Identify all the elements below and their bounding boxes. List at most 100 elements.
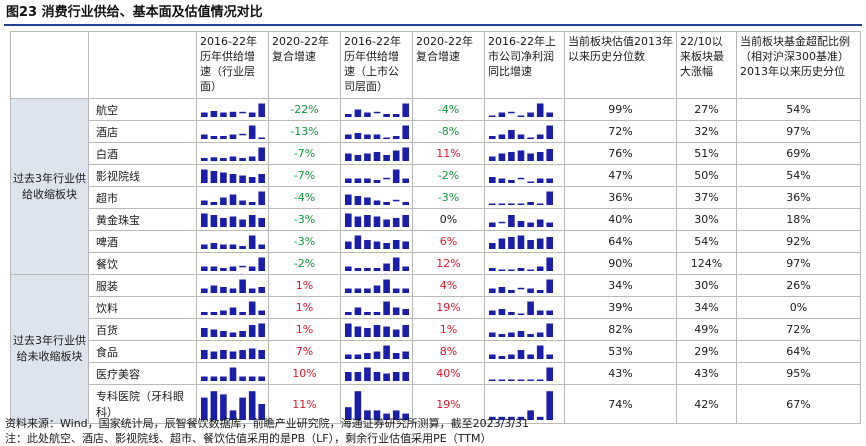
fund-percentile-value: 72% <box>736 318 861 341</box>
spark-bar <box>220 172 227 183</box>
spark-bar <box>392 329 400 337</box>
header-industry-cagr: 2020-22年复合增速 <box>268 31 341 99</box>
spark-bar <box>383 263 390 271</box>
spark-bar <box>229 351 237 359</box>
spark-bar <box>383 345 390 359</box>
spark-bar <box>210 285 218 293</box>
spark-bar <box>248 235 256 249</box>
spark-bar <box>498 153 506 161</box>
header-industry-growth: 2016-22年历年供给增速（行业层面） <box>196 31 269 99</box>
spark-bar <box>354 307 362 315</box>
industry-growth-sparkline-cell <box>196 252 269 275</box>
profit-growth-sparkline <box>489 391 553 420</box>
spark-bar <box>517 134 525 139</box>
sector-name: 饮料 <box>88 296 197 319</box>
profit-growth-sparkline-cell <box>484 340 565 363</box>
listed-growth-sparkline <box>345 301 409 315</box>
listed-growth-sparkline-cell <box>340 186 413 209</box>
spark-bar <box>364 215 371 227</box>
spark-bar <box>229 410 237 420</box>
spark-bar <box>498 269 506 271</box>
spark-bar <box>373 200 381 205</box>
industry-cagr-value: -4% <box>268 186 341 209</box>
fund-percentile-value: 95% <box>736 362 861 385</box>
spark-bar <box>392 218 400 227</box>
spark-bar <box>364 312 371 315</box>
spark-bar <box>239 350 246 359</box>
max-gain-value: 30% <box>676 208 737 231</box>
header-listed-growth: 2016-22年历年供给增速（上市公司层面） <box>340 31 413 99</box>
listed-cagr-value: -3% <box>412 186 485 209</box>
spark-bar <box>201 134 208 139</box>
profit-growth-sparkline <box>489 235 553 249</box>
spark-bar <box>345 354 352 359</box>
listed-cagr-value: -2% <box>412 164 485 187</box>
spark-bar <box>201 376 208 381</box>
spark-bar <box>489 416 496 420</box>
spark-bar <box>258 287 265 293</box>
listed-growth-sparkline <box>345 194 409 205</box>
max-gain-value: 34% <box>676 296 737 319</box>
spark-bar <box>364 367 371 381</box>
spark-bar <box>229 194 237 205</box>
listed-growth-sparkline-cell <box>340 296 413 319</box>
spark-bar <box>527 153 534 161</box>
industry-cagr-value: -7% <box>268 142 341 165</box>
fund-percentile-value: 18% <box>736 208 861 231</box>
spark-bar <box>248 288 256 293</box>
spark-bar <box>498 112 506 117</box>
comparison-table: 2016-22年历年供给增速（行业层面） 2020-22年复合增速 2016-2… <box>10 31 861 424</box>
spark-bar <box>201 158 208 161</box>
fund-percentile-value: 0% <box>736 296 861 319</box>
spark-bar <box>201 266 208 271</box>
spark-bar <box>527 410 534 420</box>
figure-title: 图23 消费行业供给、基本面及估值情况对比 <box>6 5 263 20</box>
spark-bar <box>345 372 352 381</box>
spark-bar <box>229 307 237 315</box>
spark-bar <box>498 334 506 337</box>
spark-bar <box>536 134 544 139</box>
industry-growth-sparkline-cell <box>196 318 269 341</box>
profit-growth-sparkline-cell <box>484 274 565 297</box>
header-row: 2016-22年历年供给增速（行业层面） 2020-22年复合增速 2016-2… <box>10 31 861 99</box>
spark-bar <box>546 279 553 293</box>
fund-percentile-value: 67% <box>736 384 861 424</box>
listed-cagr-value: 1% <box>412 318 485 341</box>
header-listed-cagr: 2020-22年复合增速 <box>412 31 485 99</box>
industry-cagr-value: -3% <box>268 208 341 231</box>
spark-bar <box>383 243 390 249</box>
fund-percentile-value: 54% <box>736 98 861 121</box>
spark-bar <box>402 147 409 161</box>
valuation-percentile-value: 53% <box>564 340 677 363</box>
spark-bar <box>229 332 237 337</box>
spark-bar <box>201 312 208 315</box>
spark-bar <box>508 354 515 359</box>
spark-bar <box>508 203 515 205</box>
listed-cagr-value: 4% <box>412 274 485 297</box>
spark-bar <box>527 181 534 183</box>
spark-bar <box>489 332 496 337</box>
spark-bar <box>402 372 409 381</box>
table-row: 餐饮 -2% 12% 90% 124% 97% <box>11 252 861 275</box>
spark-bar <box>364 410 371 420</box>
spark-bar <box>517 268 525 271</box>
listed-growth-sparkline-cell <box>340 120 413 143</box>
spark-bar <box>498 416 506 420</box>
spark-bar <box>210 266 218 271</box>
valuation-percentile-value: 39% <box>564 296 677 319</box>
industry-cagr-value: -22% <box>268 98 341 121</box>
max-gain-value: 27% <box>676 98 737 121</box>
valuation-percentile-value: 47% <box>564 164 677 187</box>
spark-bar <box>546 178 553 183</box>
profit-growth-sparkline <box>489 215 553 227</box>
spark-bar <box>345 407 352 420</box>
spark-bar <box>229 111 237 118</box>
spark-bar <box>536 203 544 205</box>
valuation-percentile-value: 64% <box>564 230 677 253</box>
industry-cagr-value: 10% <box>268 362 341 385</box>
spark-bar <box>201 288 208 293</box>
spark-bar <box>546 237 553 249</box>
spark-bar <box>508 332 515 337</box>
group-label: 过去3年行业供给未收缩板块 <box>10 274 89 424</box>
industry-growth-sparkline <box>201 147 265 162</box>
